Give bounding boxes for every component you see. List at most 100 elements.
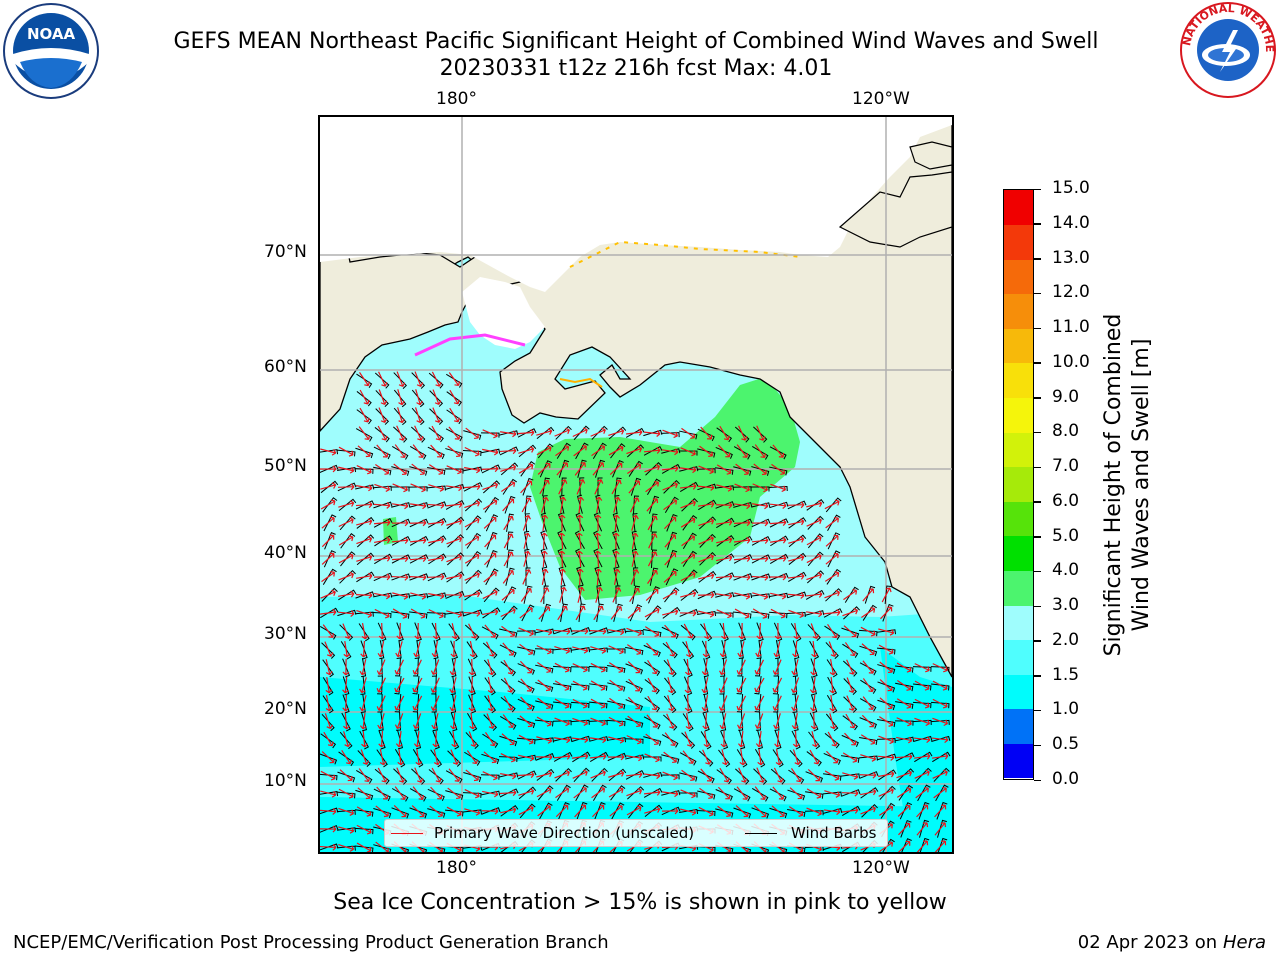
wave-direction-arrow bbox=[517, 429, 535, 436]
wind-barb bbox=[756, 622, 764, 642]
wave-direction-arrow bbox=[613, 514, 620, 532]
wave-direction-arrow bbox=[647, 551, 658, 567]
wave-direction-arrow bbox=[500, 806, 517, 814]
wave-direction-arrow bbox=[500, 772, 517, 780]
wave-direction-arrow bbox=[627, 661, 641, 674]
wave-direction-arrow bbox=[733, 519, 751, 527]
wave-direction-arrow bbox=[914, 680, 930, 691]
wave-direction-arrow bbox=[503, 659, 514, 675]
wind-barb bbox=[918, 801, 930, 820]
wave-direction-arrow bbox=[644, 463, 661, 473]
wind-barb bbox=[825, 497, 842, 513]
wind-barb bbox=[732, 486, 752, 492]
wave-direction-arrow bbox=[594, 479, 604, 495]
wave-direction-arrow bbox=[754, 659, 765, 675]
wave-direction-arrow bbox=[647, 695, 658, 711]
wave-direction-arrow bbox=[518, 754, 535, 762]
wave-direction-arrow bbox=[646, 714, 659, 728]
wave-direction-arrow bbox=[843, 625, 857, 638]
wind-barb bbox=[933, 767, 950, 782]
wind-barb bbox=[462, 450, 482, 457]
wind-barb bbox=[570, 701, 590, 709]
wind-barb bbox=[646, 605, 662, 621]
wave-direction-arrow bbox=[625, 771, 643, 778]
wave-direction-arrow bbox=[626, 644, 642, 655]
wave-direction-arrow bbox=[737, 713, 746, 730]
wind-barb bbox=[414, 640, 420, 660]
wind-barb bbox=[680, 588, 699, 601]
wind-barb bbox=[682, 641, 695, 660]
wave-direction-arrow bbox=[484, 732, 496, 747]
wind-barb bbox=[463, 482, 483, 492]
wave-direction-arrow bbox=[878, 735, 895, 745]
wind-barb bbox=[809, 712, 819, 732]
wind-barb bbox=[662, 606, 681, 619]
wind-barb bbox=[498, 756, 518, 762]
wave-direction-arrow bbox=[751, 519, 769, 527]
wave-direction-arrow bbox=[359, 389, 370, 405]
wave-direction-arrow bbox=[337, 483, 355, 491]
wave-direction-arrow bbox=[450, 749, 460, 765]
wind-barb bbox=[374, 535, 393, 547]
wave-direction-arrow bbox=[541, 514, 549, 532]
wave-direction-arrow bbox=[357, 445, 371, 458]
wave-direction-arrow bbox=[595, 496, 603, 513]
wind-barb bbox=[882, 838, 895, 852]
wave-direction-arrow bbox=[645, 733, 659, 746]
wave-direction-arrow bbox=[773, 767, 784, 783]
wave-direction-arrow bbox=[665, 641, 676, 657]
wind-barb bbox=[624, 738, 644, 744]
wave-direction-arrow bbox=[522, 514, 531, 531]
wave-direction-arrow bbox=[572, 752, 589, 760]
wave-direction-arrow bbox=[772, 659, 782, 675]
wind-barb bbox=[499, 788, 519, 798]
wind-barb bbox=[578, 603, 586, 622]
wave-direction-arrow bbox=[679, 482, 697, 490]
wave-direction-arrow bbox=[339, 769, 353, 782]
wave-direction-arrow bbox=[518, 805, 534, 816]
wind-barb bbox=[843, 696, 858, 713]
wind-barb bbox=[555, 767, 572, 782]
wave-direction-arrow bbox=[698, 553, 714, 563]
wave-direction-arrow bbox=[824, 770, 840, 781]
wave-direction-arrow bbox=[464, 590, 481, 598]
wave-direction-arrow bbox=[393, 463, 407, 476]
wind-barb bbox=[613, 566, 619, 586]
wind-barb bbox=[716, 769, 732, 785]
wind-barb bbox=[751, 502, 771, 508]
wind-barb bbox=[678, 450, 698, 456]
wave-direction-arrow bbox=[681, 769, 696, 781]
wave-direction-arrow bbox=[391, 537, 409, 544]
wave-direction-arrow bbox=[626, 754, 643, 762]
wind-barb bbox=[661, 734, 679, 748]
wind-barb bbox=[357, 750, 371, 767]
wind-barb bbox=[444, 468, 464, 474]
wave-direction-arrow bbox=[769, 502, 787, 509]
wave-direction-arrow bbox=[631, 514, 639, 531]
wind-barb bbox=[340, 533, 356, 549]
wind-barb bbox=[632, 513, 638, 532]
wind-barb bbox=[558, 566, 566, 586]
wave-direction-arrow bbox=[720, 730, 728, 748]
wind-barb bbox=[517, 754, 537, 760]
wave-direction-arrow bbox=[482, 448, 499, 456]
wave-direction-arrow bbox=[715, 501, 733, 509]
wind-barb bbox=[703, 676, 709, 696]
wind-barb bbox=[644, 804, 663, 818]
wind-barb bbox=[556, 442, 571, 459]
wind-barb bbox=[468, 676, 476, 696]
wind-barb bbox=[394, 693, 402, 713]
wave-direction-arrow bbox=[862, 588, 875, 602]
wind-barb bbox=[373, 518, 393, 528]
wind-barb bbox=[804, 810, 824, 816]
wave-direction-arrow bbox=[680, 517, 696, 528]
wind-barb bbox=[733, 466, 752, 476]
wind-barb bbox=[720, 657, 726, 677]
colorbar-label-line1: Significant Height of Combined bbox=[1101, 313, 1126, 657]
wave-direction-arrow bbox=[503, 515, 514, 531]
wind-barb bbox=[391, 807, 410, 819]
wave-direction-arrow bbox=[484, 534, 497, 548]
wave-direction-arrow bbox=[342, 694, 350, 712]
wave-direction-arrow bbox=[428, 536, 445, 544]
wind-barb bbox=[624, 629, 644, 636]
